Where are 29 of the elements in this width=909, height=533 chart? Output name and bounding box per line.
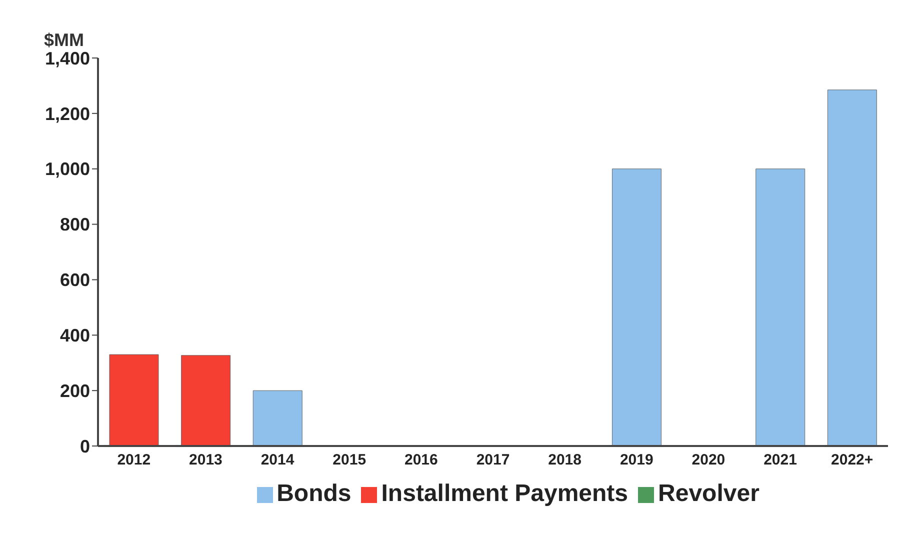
y-tick-label: 1,400 <box>44 48 90 68</box>
y-tick-label: 400 <box>60 326 90 346</box>
bar <box>827 90 877 446</box>
y-tick-label: 200 <box>60 380 90 401</box>
x-tick-label: 2013 <box>189 452 222 469</box>
x-tick-label: 2018 <box>548 452 582 469</box>
legend-label: Installment Payments <box>381 480 628 507</box>
y-tick-label: 600 <box>60 270 90 290</box>
y-tick-label: 1,000 <box>44 159 90 180</box>
y-tick-label: 0 <box>80 436 90 456</box>
x-tick-label: 2017 <box>476 452 510 469</box>
x-tick-label: 2021 <box>764 452 797 469</box>
x-tick-label: 2019 <box>620 452 654 469</box>
x-tick-label: 2012 <box>117 452 151 469</box>
y-tick-label: 1,200 <box>44 104 90 124</box>
x-tick-label: 2014 <box>260 452 295 469</box>
y-tick-label: 800 <box>60 214 90 235</box>
bar <box>181 355 231 446</box>
x-tick-label: 2015 <box>332 452 366 469</box>
bar <box>252 390 302 446</box>
bar <box>756 168 806 446</box>
legend-label: Revolver <box>658 480 760 507</box>
x-tick-label: 2022+ <box>831 452 874 469</box>
bar <box>612 168 662 446</box>
legend-label: Bonds <box>276 480 352 507</box>
x-tick-label: 2020 <box>692 452 726 469</box>
y-axis-title: $MM <box>44 30 84 51</box>
bar <box>109 354 159 446</box>
x-tick-label: 2016 <box>404 452 438 469</box>
